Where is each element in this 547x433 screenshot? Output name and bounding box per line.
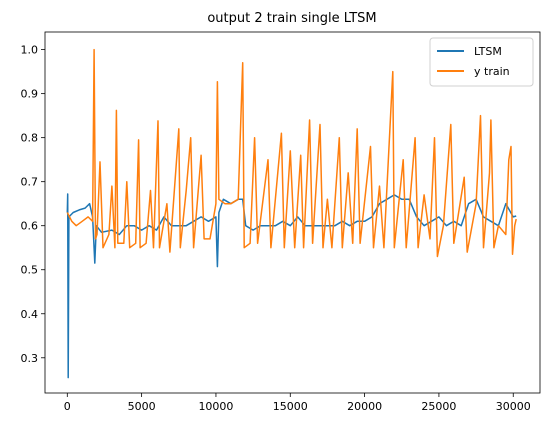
y-axis: 0.3 0.4 0.5 0.6 0.7 0.8 0.9 1.0 (21, 44, 45, 365)
x-tick-label: 30000 (496, 400, 531, 413)
legend-label-y-train: y train (474, 65, 510, 78)
x-axis: 0 5000 10000 15000 20000 25000 30000 (64, 393, 531, 413)
x-tick-label: 10000 (198, 400, 233, 413)
y-tick-label: 0.7 (21, 176, 39, 189)
chart-title: output 2 train single LTSM (207, 11, 376, 26)
series-layer (66, 48, 517, 379)
y-tick-label: 0.9 (21, 88, 39, 101)
x-tick-label: 20000 (347, 400, 382, 413)
y-tick-label: 1.0 (21, 44, 39, 57)
x-tick-label: 15000 (273, 400, 308, 413)
y-tick-label: 0.5 (21, 264, 39, 277)
x-tick-label: 5000 (128, 400, 156, 413)
x-tick-label: 25000 (421, 400, 456, 413)
series-line-y-train (66, 48, 517, 258)
y-tick-label: 0.4 (21, 308, 39, 321)
x-tick-label: 0 (64, 400, 71, 413)
y-tick-label: 0.3 (21, 352, 39, 365)
y-tick-label: 0.6 (21, 220, 39, 233)
legend: LTSM y train (429, 37, 534, 87)
y-tick-label: 0.8 (21, 132, 39, 145)
legend-label-ltsm: LTSM (474, 45, 502, 58)
plot-frame (44, 31, 541, 394)
